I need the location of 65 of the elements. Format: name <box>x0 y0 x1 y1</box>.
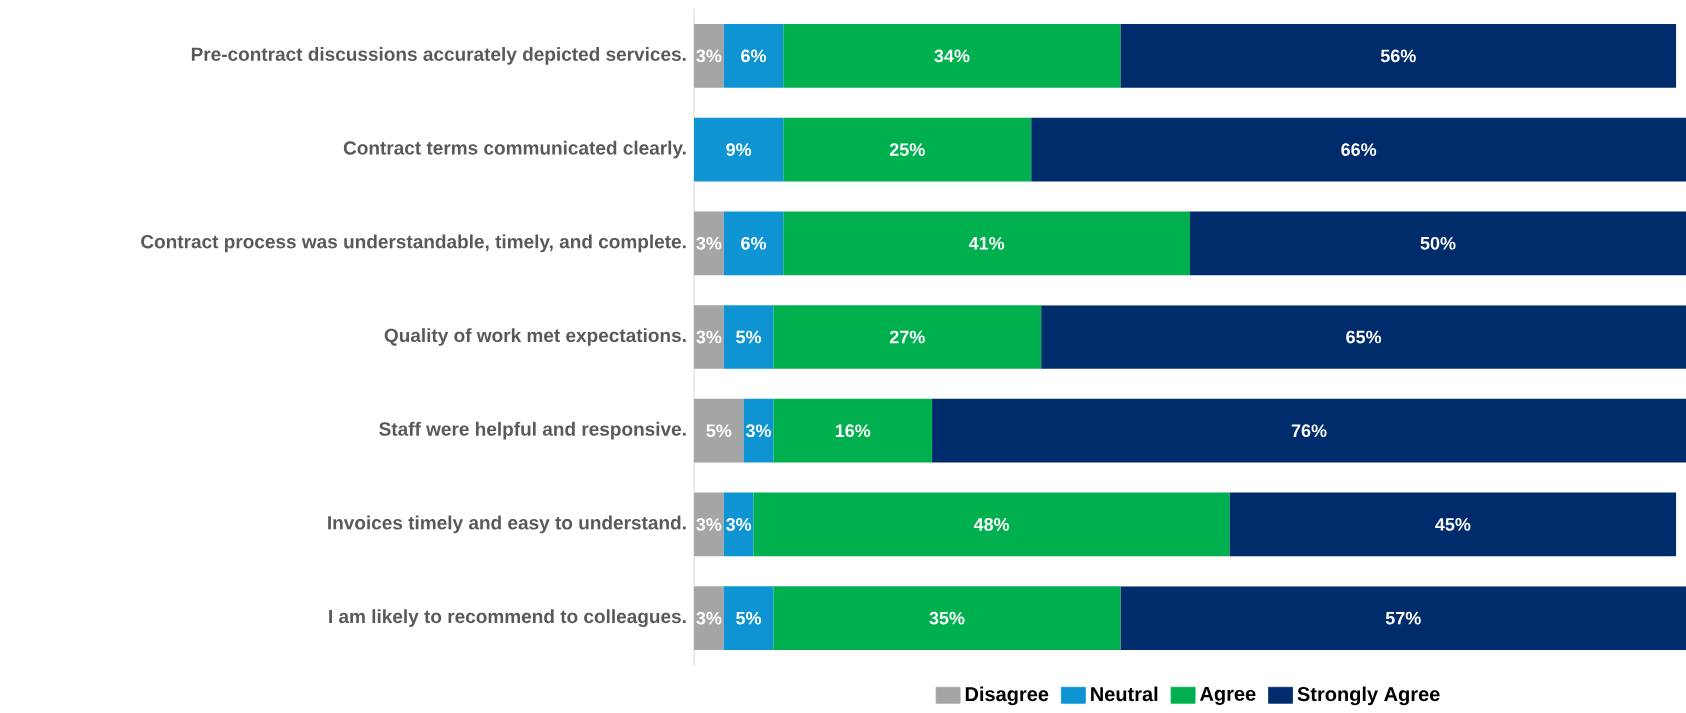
data-label: 65% <box>1346 330 1382 344</box>
data-label: 48% <box>973 518 1010 531</box>
bar <box>723 24 784 88</box>
bar <box>783 211 1191 276</box>
legend-label: Strongly Agree <box>1297 686 1440 706</box>
bar <box>723 305 774 369</box>
data-label: 5% <box>736 330 762 344</box>
bar <box>723 211 784 276</box>
data-label: 3% <box>726 518 752 531</box>
bar <box>694 211 724 276</box>
bar <box>694 305 724 369</box>
data-label: 3% <box>696 330 722 344</box>
data-label: 35% <box>929 611 965 625</box>
y-tick-label: I am likely to recommend to colleagues. <box>329 609 686 628</box>
y-tick-label: Contract process was understandable, timely, and complete. <box>141 234 686 253</box>
data-label: 57% <box>1385 611 1421 625</box>
y-tick-label: Contract terms communicated clearly. <box>343 140 686 159</box>
bar <box>723 492 754 557</box>
y-tick-label: Invoices timely and easy to understand. <box>328 515 686 534</box>
data-label: 9% <box>726 143 752 156</box>
bar <box>694 586 724 651</box>
data-label: 3% <box>745 424 772 438</box>
bar <box>694 492 724 557</box>
data-label: 6% <box>741 49 767 63</box>
data-label: 66% <box>1341 143 1377 156</box>
bar <box>743 398 774 463</box>
data-label: 50% <box>1420 236 1456 250</box>
bar <box>1229 492 1677 557</box>
legend-label: Agree <box>1199 686 1256 705</box>
bar <box>932 398 1686 463</box>
data-label: 5% <box>736 611 762 625</box>
data-label: 76% <box>1291 424 1327 438</box>
data-label: 3% <box>696 611 722 625</box>
bar <box>1120 586 1686 651</box>
data-label: 41% <box>968 236 1005 250</box>
data-label: 27% <box>889 330 925 344</box>
bar <box>1120 24 1677 88</box>
y-tick-label: Staff were helpful and responsive. <box>379 421 686 440</box>
legend-label: Disagree <box>965 686 1049 706</box>
y-tick-label: Quality of work met expectations. <box>384 328 686 346</box>
data-label: 56% <box>1380 49 1416 63</box>
data-label: 3% <box>696 236 722 250</box>
data-label: 16% <box>835 424 871 438</box>
bar <box>773 398 933 463</box>
bar <box>783 117 1032 182</box>
data-label: 25% <box>889 143 925 156</box>
data-label: 3% <box>696 49 722 63</box>
bar <box>694 398 744 463</box>
bar <box>1190 211 1686 276</box>
y-tick-label: Pre-contract discussions accurately depicted services. <box>191 47 686 65</box>
bar <box>1041 305 1686 369</box>
bar <box>773 305 1042 369</box>
bar <box>723 586 774 651</box>
bar <box>753 492 1230 557</box>
legend-label: Neutral <box>1091 686 1158 702</box>
data-label: 34% <box>934 49 970 63</box>
bar <box>783 24 1121 88</box>
data-label: 3% <box>696 518 722 531</box>
data-label: 5% <box>706 424 732 438</box>
data-label: 6% <box>741 236 767 250</box>
bar <box>694 117 784 182</box>
data-label: 45% <box>1435 518 1471 531</box>
bar <box>1031 117 1686 182</box>
bar <box>694 24 724 88</box>
bar <box>773 586 1121 651</box>
